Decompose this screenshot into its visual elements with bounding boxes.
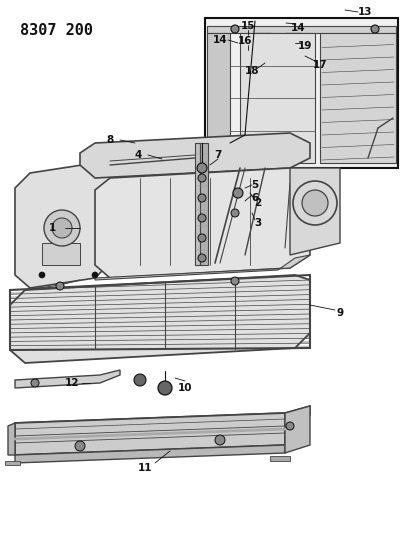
Polygon shape bbox=[10, 292, 309, 303]
Text: 14: 14 bbox=[290, 23, 305, 33]
Circle shape bbox=[31, 379, 39, 387]
Circle shape bbox=[301, 190, 327, 216]
Polygon shape bbox=[289, 168, 339, 255]
Polygon shape bbox=[10, 287, 309, 298]
Polygon shape bbox=[10, 312, 309, 320]
Polygon shape bbox=[10, 282, 309, 294]
Polygon shape bbox=[10, 275, 309, 363]
Circle shape bbox=[39, 272, 45, 278]
Circle shape bbox=[196, 163, 207, 173]
Polygon shape bbox=[15, 163, 110, 288]
Circle shape bbox=[198, 254, 205, 262]
Polygon shape bbox=[200, 143, 207, 265]
Text: 8: 8 bbox=[106, 135, 113, 145]
Bar bbox=[270, 456, 289, 461]
Circle shape bbox=[198, 234, 205, 242]
Text: 18: 18 bbox=[244, 66, 258, 76]
Polygon shape bbox=[207, 26, 395, 33]
Circle shape bbox=[230, 277, 238, 285]
Polygon shape bbox=[10, 297, 309, 307]
Polygon shape bbox=[15, 445, 284, 463]
Polygon shape bbox=[207, 33, 229, 163]
Circle shape bbox=[134, 374, 146, 386]
Polygon shape bbox=[284, 33, 300, 160]
Circle shape bbox=[198, 174, 205, 182]
Text: 10: 10 bbox=[178, 383, 192, 393]
Polygon shape bbox=[10, 326, 309, 333]
Circle shape bbox=[285, 422, 293, 430]
Circle shape bbox=[198, 194, 205, 202]
Bar bbox=[204, 18, 397, 168]
Text: 1: 1 bbox=[48, 223, 56, 233]
Polygon shape bbox=[319, 33, 395, 163]
Polygon shape bbox=[15, 406, 309, 433]
Bar bbox=[5, 461, 20, 465]
Circle shape bbox=[230, 25, 238, 33]
Text: 16: 16 bbox=[237, 36, 252, 46]
Text: 2: 2 bbox=[254, 198, 261, 208]
Polygon shape bbox=[15, 413, 284, 455]
Text: 9: 9 bbox=[336, 308, 343, 318]
Circle shape bbox=[214, 435, 225, 445]
Polygon shape bbox=[80, 133, 309, 178]
Polygon shape bbox=[10, 341, 309, 346]
Polygon shape bbox=[239, 33, 314, 163]
Circle shape bbox=[370, 25, 378, 33]
Text: 12: 12 bbox=[65, 378, 79, 388]
Polygon shape bbox=[195, 143, 200, 265]
Circle shape bbox=[92, 272, 98, 278]
Circle shape bbox=[56, 282, 64, 290]
Bar bbox=[42, 243, 80, 265]
Polygon shape bbox=[95, 255, 309, 280]
Text: 6: 6 bbox=[251, 193, 258, 203]
Text: 8307 200: 8307 200 bbox=[20, 23, 93, 38]
Text: 19: 19 bbox=[297, 41, 311, 51]
Text: 14: 14 bbox=[212, 35, 227, 45]
Polygon shape bbox=[10, 331, 309, 337]
Text: 11: 11 bbox=[137, 463, 152, 473]
Polygon shape bbox=[10, 317, 309, 324]
Text: 5: 5 bbox=[251, 180, 258, 190]
Circle shape bbox=[44, 210, 80, 246]
Polygon shape bbox=[15, 370, 120, 388]
Circle shape bbox=[75, 441, 85, 451]
Circle shape bbox=[230, 209, 238, 217]
Text: 17: 17 bbox=[312, 60, 326, 70]
Circle shape bbox=[157, 381, 172, 395]
Text: 13: 13 bbox=[357, 7, 371, 17]
Text: 15: 15 bbox=[240, 21, 255, 31]
Polygon shape bbox=[254, 33, 270, 160]
Text: 3: 3 bbox=[254, 218, 261, 228]
Circle shape bbox=[52, 218, 72, 238]
Text: 7: 7 bbox=[214, 150, 221, 160]
Polygon shape bbox=[95, 168, 309, 278]
Polygon shape bbox=[8, 423, 15, 455]
Polygon shape bbox=[10, 306, 309, 316]
Polygon shape bbox=[284, 406, 309, 453]
Circle shape bbox=[198, 214, 205, 222]
Circle shape bbox=[232, 188, 243, 198]
Polygon shape bbox=[10, 345, 309, 350]
Text: 4: 4 bbox=[134, 150, 142, 160]
Polygon shape bbox=[10, 321, 309, 328]
Polygon shape bbox=[10, 302, 309, 311]
Polygon shape bbox=[10, 336, 309, 342]
